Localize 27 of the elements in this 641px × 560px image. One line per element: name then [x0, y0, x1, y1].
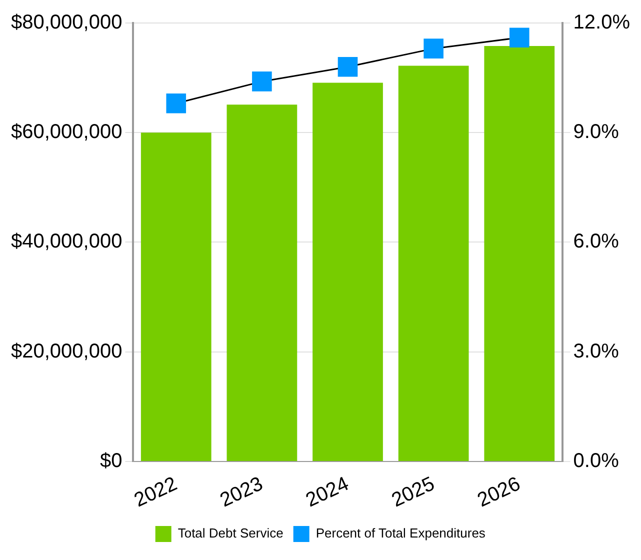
- y-tick-label: $80,000,000: [10, 12, 122, 34]
- y-tick-label: $0: [100, 450, 122, 472]
- bar: [140, 132, 212, 461]
- y-tick-label: $60,000,000: [10, 121, 122, 144]
- y2-tick-label: 6.0%: [573, 230, 620, 253]
- y2-tick-label: 0.0%: [573, 450, 620, 472]
- y2-tick-label: 9.0%: [573, 121, 620, 144]
- bar: [226, 104, 298, 461]
- point: [338, 56, 358, 77]
- legend-label: Percent of Total Expenditures: [316, 526, 486, 541]
- y2-tick-label: 3.0%: [573, 340, 620, 362]
- bar: [484, 46, 555, 461]
- legend-label: Total Debt Service: [178, 526, 284, 541]
- bar: [312, 82, 383, 461]
- point: [509, 28, 530, 48]
- x-tick-label: 2024: [302, 472, 352, 512]
- x-tick-label: 2023: [216, 472, 266, 512]
- x-tick-label: 2022: [130, 472, 181, 512]
- y-tick-label: $40,000,000: [10, 230, 122, 253]
- point: [424, 38, 444, 58]
- x-tick-label: 2025: [388, 472, 438, 512]
- x-tick-label: 2026: [474, 472, 524, 512]
- point: [166, 93, 186, 114]
- y2-tick-label: 12.0%: [573, 12, 630, 34]
- bar: [398, 66, 469, 461]
- point: [252, 72, 272, 92]
- y-tick-label: $20,000,000: [10, 340, 122, 362]
